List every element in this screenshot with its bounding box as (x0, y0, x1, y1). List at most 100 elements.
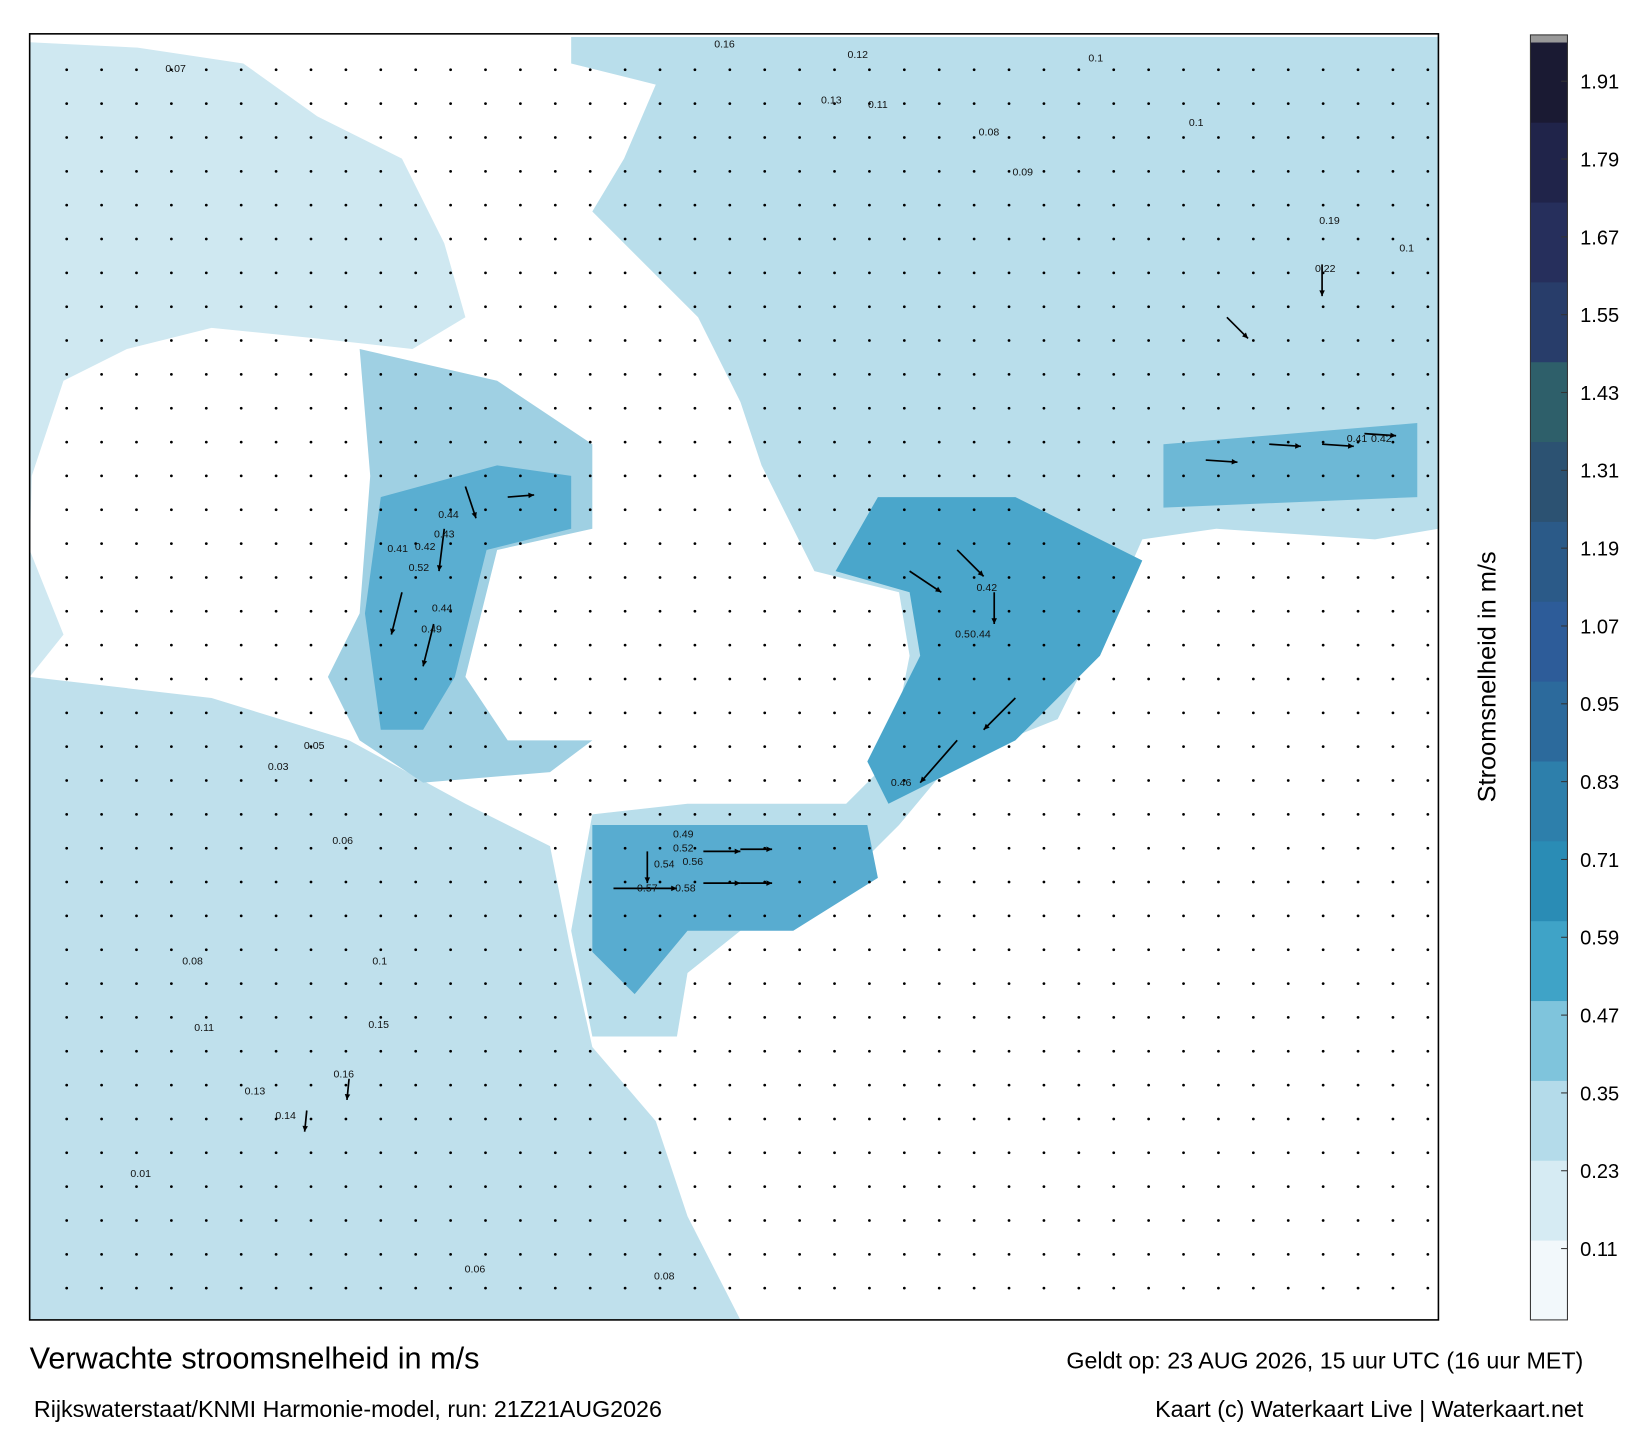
map-label: 0.5 (955, 629, 970, 641)
grid-dot (449, 508, 452, 512)
title: Verwachte stroomsnelheid in m/s (30, 1342, 480, 1376)
grid-dot (414, 373, 418, 376)
grid-dot (309, 339, 313, 342)
grid-dot (868, 812, 871, 816)
valid-time: Geldt op: 23 AUG 2026, 15 uur UTC (16 uu… (1066, 1348, 1583, 1374)
grid-dot (798, 880, 801, 884)
grid-dot (623, 237, 627, 241)
grid-dot (1391, 373, 1395, 376)
grid-dot (1286, 812, 1290, 816)
grid-dot (1321, 677, 1325, 681)
grid-dot (553, 440, 557, 444)
grid-dot (379, 576, 383, 579)
grid-dot (1182, 102, 1185, 106)
arrow-head (671, 885, 677, 892)
grid-dot (868, 474, 871, 478)
grid-dot (693, 914, 697, 918)
grid-dot (833, 982, 836, 985)
grid-dot (1356, 271, 1360, 275)
grid-dot (239, 1016, 243, 1019)
grid-dot (937, 982, 941, 985)
grid-dot (1112, 812, 1116, 816)
grid-dot (623, 1185, 627, 1189)
grid-dot (902, 609, 906, 613)
grid-dot (484, 1117, 487, 1121)
map-label: 0.41 (1347, 433, 1368, 445)
grid-dot (344, 745, 348, 749)
grid-dot (1147, 1252, 1151, 1256)
grid-dot (623, 1117, 627, 1121)
grid-dot (309, 136, 313, 139)
grid-dot (868, 102, 871, 106)
grid-dot (833, 542, 836, 545)
grid-dot (902, 677, 906, 681)
grid-dot (449, 1117, 452, 1121)
grid-dot (65, 1286, 69, 1290)
grid-dot (693, 982, 697, 985)
colorbar: 0.110.230.350.470.590.710.830.951.071.19… (1530, 34, 1619, 1321)
grid-dot (1007, 1083, 1011, 1087)
grid-dot (728, 102, 732, 106)
grid-dot (1286, 1049, 1290, 1053)
grid-dot (658, 271, 662, 275)
grid-dot (1077, 136, 1081, 139)
grid-dot (833, 169, 836, 173)
grid-dot (1321, 1016, 1325, 1019)
grid-dot (65, 1185, 69, 1189)
grid-dot (972, 1219, 976, 1222)
grid-dot (1251, 1016, 1255, 1019)
grid-dot (623, 203, 627, 207)
grid-dot (484, 779, 487, 782)
grid-dot (798, 68, 801, 72)
grid-dot (1112, 745, 1116, 749)
grid-dot (658, 779, 662, 782)
colorbar-cap (1530, 34, 1568, 43)
grid-dot (1077, 440, 1081, 444)
grid-dot (728, 1185, 732, 1189)
grid-dot (519, 1286, 522, 1290)
grid-dot (239, 169, 243, 173)
grid-dot (484, 1049, 487, 1053)
grid-dot (798, 271, 801, 275)
grid-dot (1077, 711, 1081, 715)
channel-west (364, 465, 572, 730)
grid-dot (1251, 68, 1255, 72)
grid-dot (693, 711, 697, 715)
grid-dot (1042, 68, 1046, 72)
map-label: 0.08 (654, 1271, 675, 1283)
grid-dot (763, 68, 767, 72)
grid-dot (1112, 1083, 1116, 1087)
grid-dot (623, 779, 627, 782)
grid-dot (693, 1016, 697, 1019)
grid-dot (135, 982, 138, 985)
grid-dot (588, 576, 592, 579)
grid-dot (1321, 914, 1325, 918)
grid-dot (1077, 846, 1081, 850)
grid-dot (902, 542, 906, 545)
grid-dot (623, 812, 627, 816)
grid-dot (379, 1185, 383, 1189)
grid-dot (449, 1219, 452, 1222)
grid-dot (239, 982, 243, 985)
grid-dot (484, 711, 487, 715)
grid-dot (239, 271, 243, 275)
grid-dot (1217, 271, 1220, 275)
grid-dot (588, 508, 592, 512)
grid-dot (1391, 203, 1395, 207)
grid-dot (1286, 1219, 1290, 1222)
grid-dot (135, 373, 138, 376)
arrow (438, 528, 446, 572)
grid-dot (728, 745, 732, 749)
grid-dot (1077, 1219, 1081, 1222)
grid-dot (1321, 779, 1325, 782)
grid-dot (170, 846, 173, 850)
grid-dot (274, 406, 278, 410)
grid-dot (135, 271, 138, 275)
grid-dot (623, 102, 627, 106)
grid-dot (135, 440, 138, 444)
grid-dot (1426, 1016, 1430, 1019)
grid-dot (379, 677, 383, 681)
grid-dot (170, 1117, 173, 1121)
grid-dot (1286, 508, 1290, 512)
grid-dot (1182, 406, 1185, 410)
